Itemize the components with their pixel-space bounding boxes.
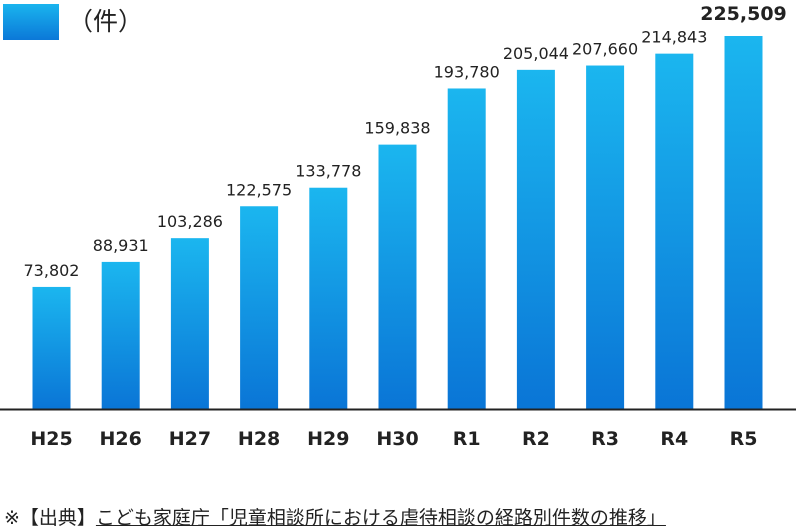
x-tick-label-H27: H27 [169,428,211,450]
bar-H25 [32,286,71,409]
bar-H26 [101,261,140,409]
value-label-R2: 205,044 [503,44,569,63]
x-tick-label-H29: H29 [307,428,349,450]
bar-H28 [240,206,279,409]
x-tick-labels-group: H25 H26 H27 H28 H29 H30 R1 R2 R3 R4 R5 [30,428,757,450]
x-tick-label-R4: R4 [660,428,688,450]
value-label-H25: 73,802 [24,261,80,280]
source-link[interactable]: こども家庭庁「児童相談所における虐待相談の経路別件数の推移」 [95,507,666,529]
bar-R1 [447,88,486,410]
x-tick-label-H28: H28 [238,428,280,450]
value-label-R5: 225,509 [700,3,787,25]
legend-swatch [3,4,59,40]
value-label-H29: 133,778 [295,162,361,181]
value-label-H30: 159,838 [364,119,430,138]
legend-unit-label: （件） [68,7,144,36]
bars-group [32,36,763,410]
x-tick-label-H25: H25 [30,428,72,450]
source-prefix: ※【出典】 [4,507,96,529]
x-tick-label-H30: H30 [376,428,418,450]
value-label-R1: 193,780 [434,62,500,81]
x-tick-label-R5: R5 [730,428,758,450]
value-label-R3: 207,660 [572,40,638,59]
value-label-H26: 88,931 [93,236,149,255]
x-tick-label-R3: R3 [591,428,619,450]
value-label-R4: 214,843 [641,28,707,47]
bar-R3 [586,65,625,409]
bar-H29 [309,187,348,409]
source-note: ※【出典】こども家庭庁「児童相談所における虐待相談の経路別件数の推移」 [4,505,666,531]
x-tick-label-H26: H26 [100,428,142,450]
bar-H30 [378,144,417,409]
value-label-H27: 103,286 [157,212,223,231]
bar-R5 [724,36,763,409]
bar-R2 [516,69,555,409]
bar-R4 [655,53,694,410]
value-label-H28: 122,575 [226,180,292,199]
bar-H27 [170,238,209,409]
x-tick-label-R2: R2 [522,428,550,450]
x-tick-label-R1: R1 [453,428,481,450]
